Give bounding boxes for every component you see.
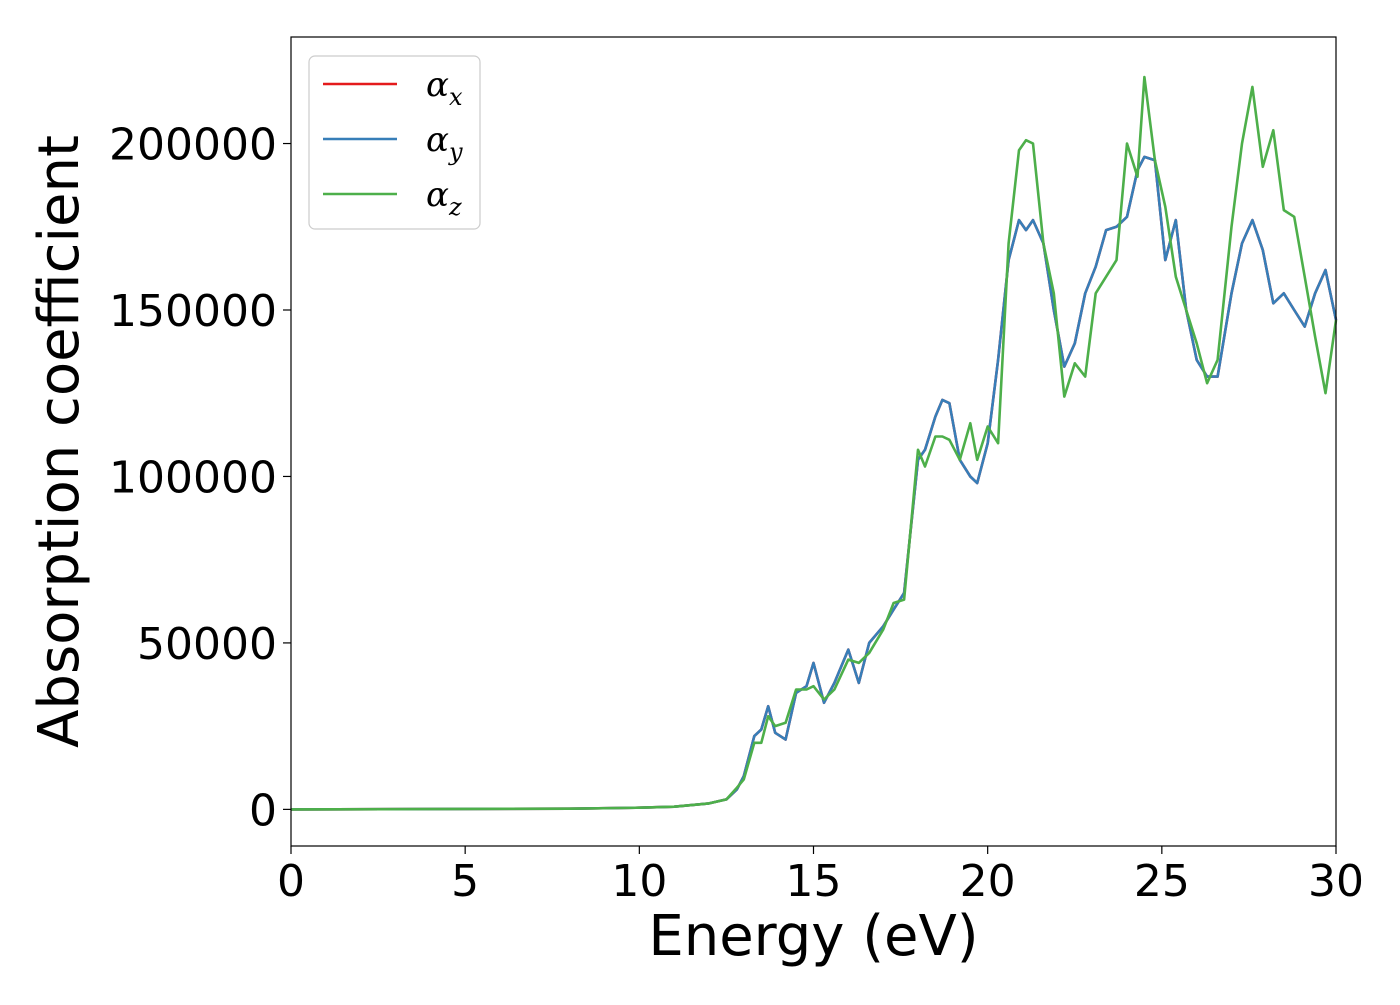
x-axis-label: Energy (eV)	[648, 904, 978, 969]
series-line-z	[290, 75, 1338, 811]
legend-box	[308, 55, 481, 230]
tick-layer: 0 5 10 15 20 25 30 0 50000 100000 150000 200000	[109, 120, 1364, 907]
legend-label-z: αz	[426, 175, 462, 221]
series-layer	[290, 75, 1338, 811]
x-tick-label: 5	[451, 856, 479, 907]
x-tick-label: 10	[611, 856, 667, 907]
x-tick-label: 30	[1308, 856, 1364, 907]
y-tick-label: 150000	[109, 286, 277, 337]
y-tick-label: 200000	[109, 120, 277, 171]
x-tick-label: 25	[1134, 856, 1190, 907]
y-axis-label: Absorption coefficient	[27, 135, 92, 748]
y-tick-label: 0	[249, 785, 277, 836]
legend-label-x: αx	[426, 65, 463, 111]
y-tick-label: 100000	[109, 452, 277, 503]
legend-label-y: αy	[426, 120, 463, 166]
x-tick-label: 15	[786, 856, 842, 907]
x-tick-label: 0	[277, 856, 305, 907]
x-tick-label: 20	[960, 856, 1016, 907]
legend: αx αy αz	[308, 55, 481, 230]
y-tick-label: 50000	[137, 619, 277, 670]
series-line-y	[290, 155, 1338, 811]
